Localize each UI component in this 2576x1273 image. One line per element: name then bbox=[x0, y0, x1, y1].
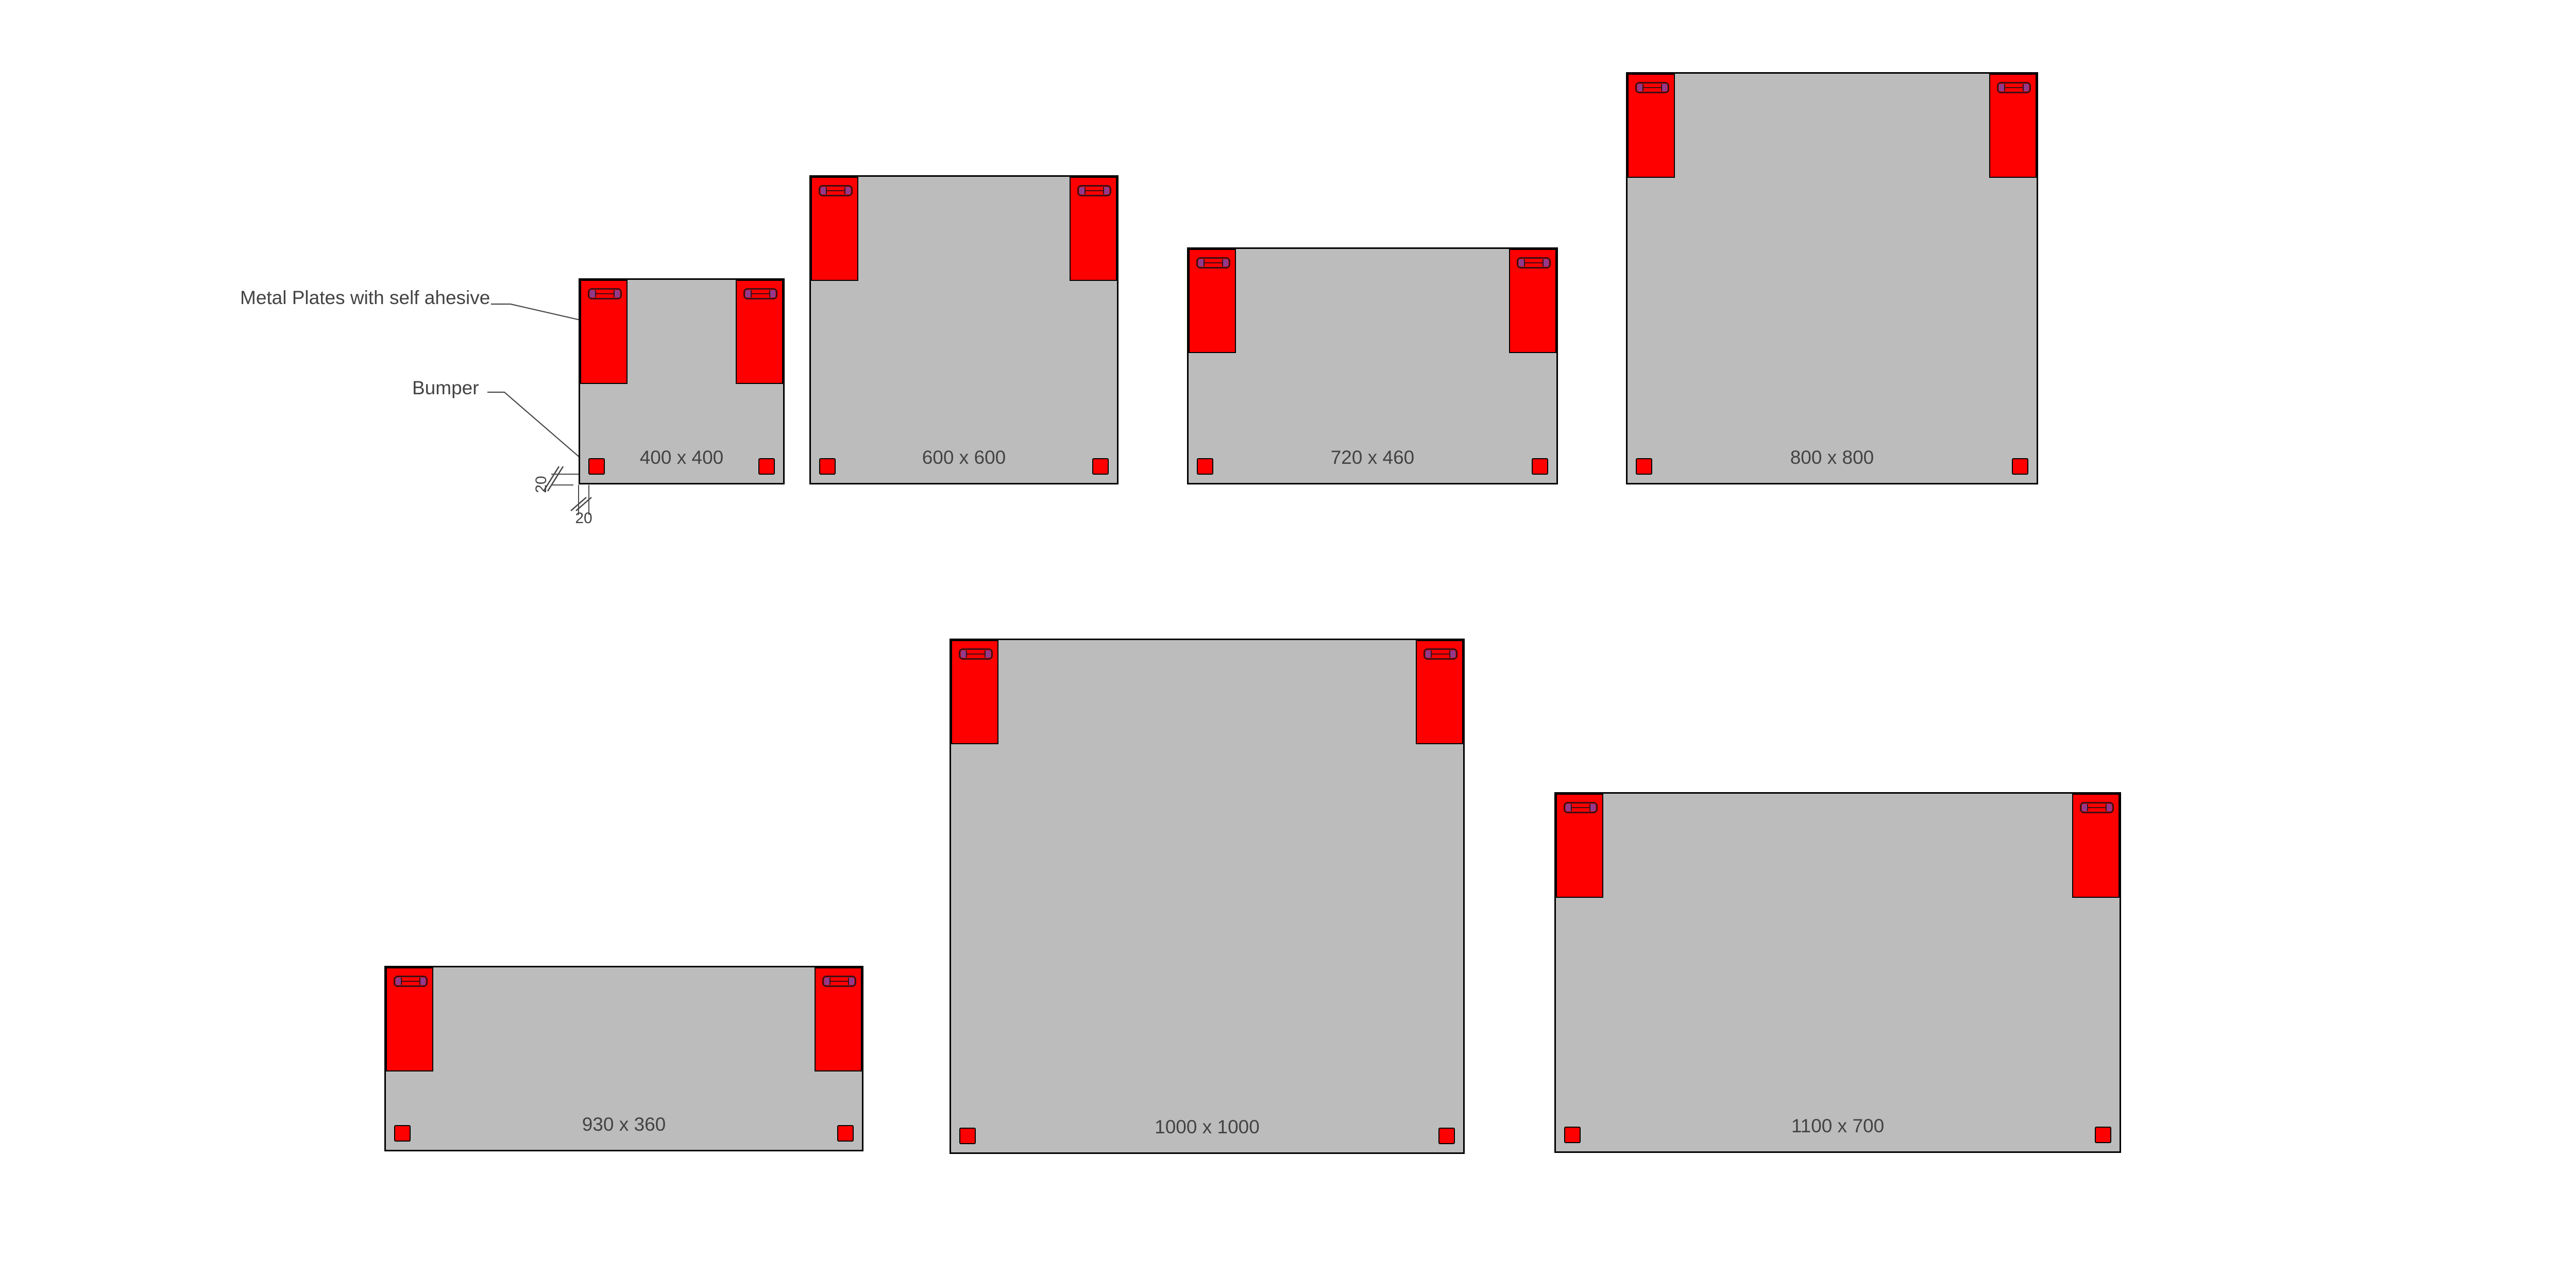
svg-text:20: 20 bbox=[575, 510, 592, 527]
svg-text:20: 20 bbox=[533, 476, 550, 493]
